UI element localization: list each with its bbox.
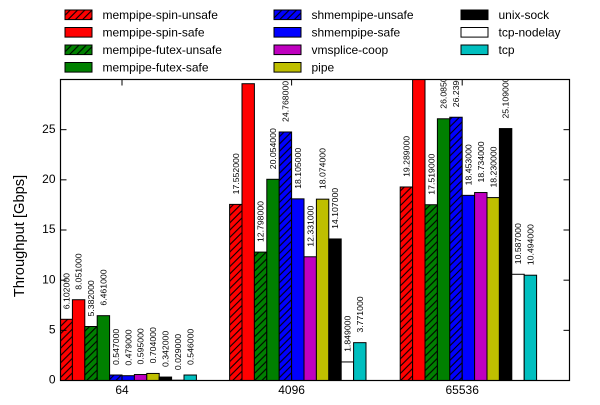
svg-text:15: 15: [42, 222, 56, 236]
svg-text:10: 10: [42, 272, 56, 286]
svg-text:1.849000: 1.849000: [343, 316, 353, 352]
svg-text:mempipe-futex-safe: mempipe-futex-safe: [103, 60, 209, 74]
svg-text:18.453000: 18.453000: [464, 144, 474, 185]
svg-text:Throughput [Gbps]: Throughput [Gbps]: [12, 175, 28, 297]
svg-text:shmempipe-unsafe: shmempipe-unsafe: [312, 8, 414, 22]
svg-text:0.546000: 0.546000: [185, 329, 195, 365]
svg-text:20.054000: 20.054000: [268, 128, 278, 169]
svg-text:10.587000: 10.587000: [513, 223, 523, 264]
svg-text:0.029000: 0.029000: [173, 334, 183, 370]
svg-text:25.109000: 25.109000: [501, 77, 511, 118]
svg-text:0.547000: 0.547000: [111, 329, 121, 365]
svg-text:64: 64: [115, 383, 129, 397]
svg-text:mempipe-futex-unsafe: mempipe-futex-unsafe: [103, 43, 223, 57]
svg-text:6.102000: 6.102000: [61, 273, 71, 309]
svg-text:pipe: pipe: [312, 60, 335, 74]
svg-text:6.461000: 6.461000: [99, 269, 109, 305]
svg-text:19.289000: 19.289000: [402, 136, 412, 177]
svg-text:vmsplice-coop: vmsplice-coop: [312, 43, 389, 57]
svg-text:65536: 65536: [446, 383, 480, 397]
svg-text:5: 5: [49, 323, 56, 337]
svg-text:0.704000: 0.704000: [148, 327, 158, 363]
svg-text:12.331000: 12.331000: [305, 206, 315, 247]
svg-text:unix-sock: unix-sock: [499, 8, 551, 22]
svg-text:14.107000: 14.107000: [330, 188, 340, 229]
svg-text:shmempipe-safe: shmempipe-safe: [312, 25, 401, 39]
svg-text:10.494000: 10.494000: [526, 224, 536, 265]
svg-text:12.798000: 12.798000: [256, 201, 266, 242]
svg-text:tcp-nodelay: tcp-nodelay: [499, 25, 561, 39]
svg-text:17.519000: 17.519000: [426, 153, 436, 194]
svg-text:20: 20: [42, 172, 56, 186]
svg-text:0: 0: [49, 373, 56, 387]
svg-text:4096: 4096: [278, 383, 305, 397]
svg-text:5.382000: 5.382000: [86, 280, 96, 316]
svg-text:0.342000: 0.342000: [161, 331, 171, 367]
svg-text:8.051000: 8.051000: [74, 253, 84, 289]
svg-text:25: 25: [42, 122, 56, 136]
svg-text:mempipe-spin-unsafe: mempipe-spin-unsafe: [103, 8, 219, 22]
svg-text:18.074000: 18.074000: [318, 148, 328, 189]
svg-text:18.734000: 18.734000: [476, 141, 486, 182]
svg-text:17.552000: 17.552000: [231, 153, 241, 194]
svg-text:0.595000: 0.595000: [136, 328, 146, 364]
svg-text:tcp: tcp: [499, 43, 515, 57]
svg-text:24.768000: 24.768000: [281, 81, 291, 122]
svg-text:18.230000: 18.230000: [488, 146, 498, 187]
svg-text:0.479000: 0.479000: [123, 329, 133, 365]
svg-text:18.105000: 18.105000: [293, 148, 303, 189]
svg-text:3.771000: 3.771000: [355, 296, 365, 332]
svg-text:mempipe-spin-safe: mempipe-spin-safe: [103, 25, 205, 39]
